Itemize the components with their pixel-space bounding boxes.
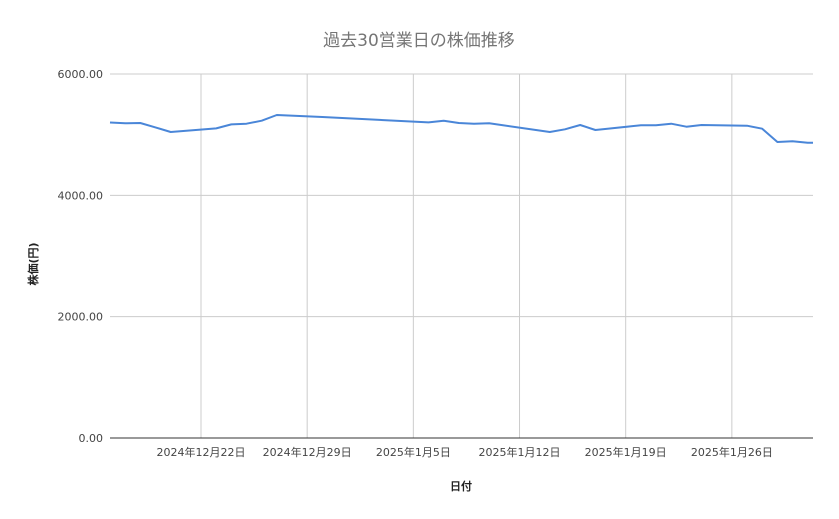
series-line bbox=[109, 114, 813, 144]
y-tick-label: 0.00 bbox=[79, 432, 104, 445]
y-tick-label: 6000.00 bbox=[58, 68, 104, 81]
x-tick-label: 2024年12月29日 bbox=[263, 445, 352, 459]
x-tick-label: 2024年12月22日 bbox=[157, 445, 246, 459]
chart-title: 過去30営業日の株価推移 bbox=[323, 31, 515, 51]
y-axis-label: 株価(円) bbox=[26, 242, 40, 285]
x-axis-label: 日付 bbox=[450, 479, 472, 493]
x-axis-ticks: 2024年12月22日 2024年12月29日 2025年1月5日 2025年1月12… bbox=[157, 445, 773, 459]
x-tick-label: 2025年1月12日 bbox=[479, 445, 561, 459]
x-tick-label: 2025年1月5日 bbox=[376, 445, 451, 459]
y-tick-label: 2000.00 bbox=[58, 311, 104, 324]
gridlines bbox=[110, 73, 813, 438]
y-axis-ticks: 0.00 2000.00 4000.00 6000.00 bbox=[58, 68, 104, 445]
x-tick-label: 2025年1月19日 bbox=[585, 445, 667, 459]
x-tick-label: 2025年1月26日 bbox=[691, 445, 773, 459]
y-tick-label: 4000.00 bbox=[58, 189, 104, 202]
